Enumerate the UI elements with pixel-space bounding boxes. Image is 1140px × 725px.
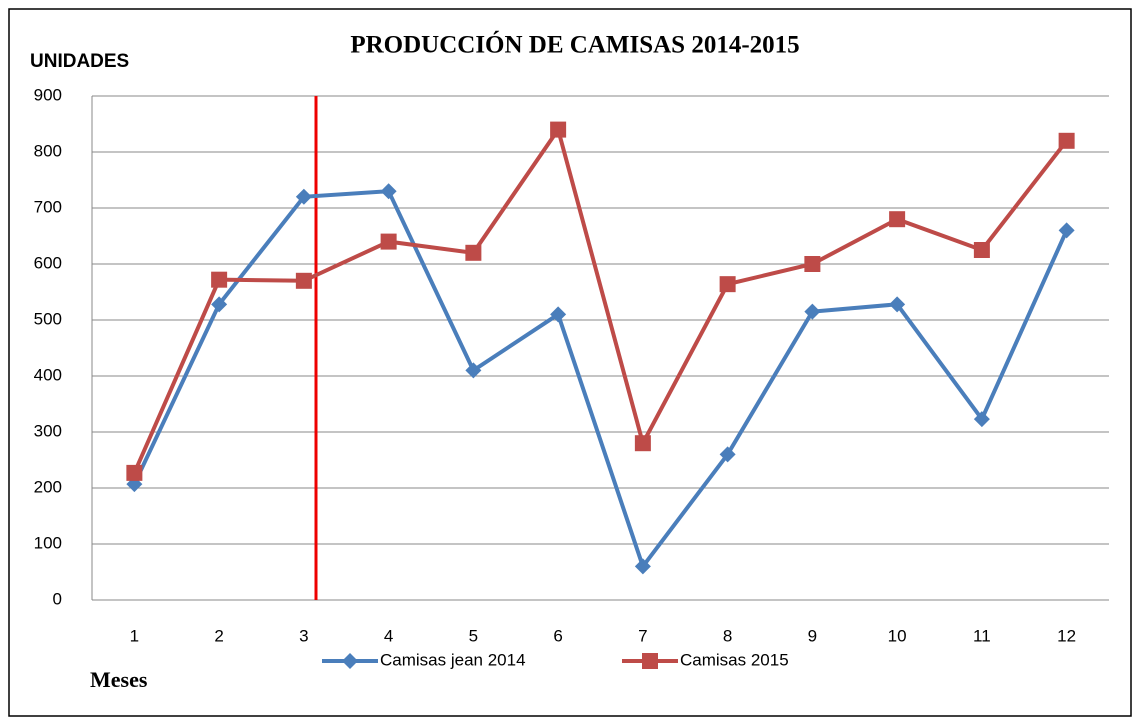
series-line <box>132 124 1069 474</box>
point-marker <box>889 296 906 313</box>
point-marker <box>973 411 990 428</box>
legend-label: Camisas jean 2014 <box>380 650 526 669</box>
legend-marker <box>342 653 358 669</box>
point-marker <box>889 211 906 228</box>
legend-marker <box>642 653 658 669</box>
point-marker <box>380 233 397 250</box>
point-marker <box>719 446 736 463</box>
series-line <box>132 189 1069 571</box>
x-tick-label: 1 <box>130 626 139 645</box>
x-tick-label: 2 <box>214 626 223 645</box>
point-marker <box>380 183 397 200</box>
x-tick-label: 12 <box>1057 626 1076 645</box>
x-axis-label: Meses <box>90 667 148 692</box>
x-tick-label: 5 <box>469 626 478 645</box>
point-marker <box>1058 132 1075 149</box>
point-marker <box>719 276 736 293</box>
y-axis-label: UNIDADES <box>30 51 129 72</box>
chart-border <box>8 8 1132 717</box>
y-tick-label: 0 <box>53 589 62 608</box>
point-marker <box>295 188 312 205</box>
point-marker <box>973 242 990 258</box>
x-tick-label: 7 <box>638 626 647 645</box>
x-tick-label: 11 <box>973 626 991 645</box>
chart-title: PRODUCCIÓN DE CAMISAS 2014-2015 <box>350 31 799 59</box>
point-marker <box>211 271 228 288</box>
y-tick-label: 800 <box>34 141 62 160</box>
point-marker <box>550 121 567 138</box>
point-marker <box>465 244 482 261</box>
y-tick-label: 400 <box>34 365 62 384</box>
point-marker <box>550 306 567 323</box>
point-marker <box>126 464 143 481</box>
x-tick-label: 8 <box>723 626 732 645</box>
y-tick-label: 600 <box>34 253 62 272</box>
y-tick-label: 100 <box>34 533 62 552</box>
x-tick-label: 9 <box>808 626 817 645</box>
point-marker <box>804 303 821 320</box>
legend-label: Camisas 2015 <box>680 650 789 669</box>
y-tick-label: 500 <box>34 309 62 328</box>
x-tick-label: 10 <box>888 626 907 645</box>
x-tick-label: 6 <box>553 626 562 645</box>
y-tick-label: 700 <box>34 197 62 216</box>
y-tick-label: 300 <box>34 421 62 440</box>
x-tick-label: 4 <box>384 626 393 645</box>
point-marker <box>804 256 821 272</box>
y-tick-label: 200 <box>34 477 62 496</box>
point-marker <box>295 272 312 289</box>
x-tick-label: 3 <box>299 626 308 645</box>
point-marker <box>211 296 228 313</box>
point-marker <box>1058 222 1075 239</box>
point-marker <box>634 435 651 452</box>
y-tick-label: 900 <box>34 85 62 104</box>
point-marker <box>465 362 482 379</box>
point-marker <box>634 558 651 575</box>
